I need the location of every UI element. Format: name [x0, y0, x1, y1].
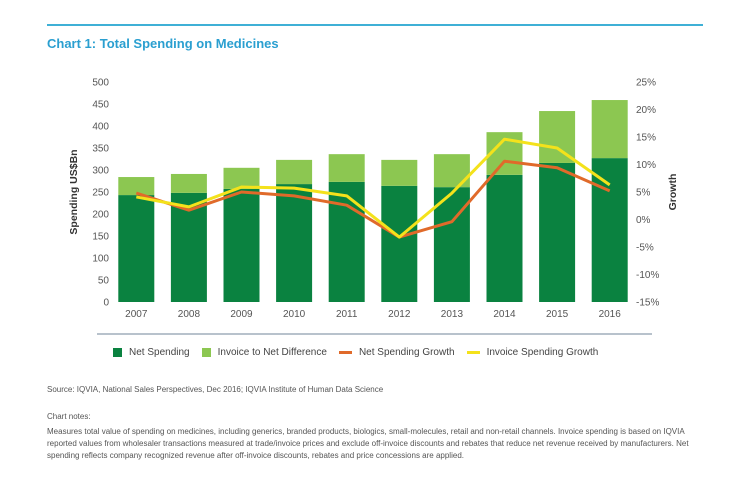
y-tick-label: 450 [92, 100, 109, 111]
y-tick-label: 350 [92, 144, 109, 155]
y2-tick-label: -15% [636, 298, 659, 309]
chart-title: Chart 1: Total Spending on Medicines [47, 36, 279, 51]
bar-net-spending-2010 [276, 184, 313, 302]
y2-tick-label: 15% [636, 133, 656, 144]
bar-net-spending-2012 [381, 185, 418, 302]
bar-net-spending-2014 [486, 174, 523, 302]
x-tick-label: 2008 [178, 309, 201, 320]
y-tick-label: 150 [92, 232, 109, 243]
source-note: Source: IQVIA, National Sales Perspectiv… [47, 385, 384, 394]
y-tick-label: 250 [92, 188, 109, 199]
bar-net-spending-2016 [591, 158, 628, 302]
line-invoice-spending-growth [136, 137, 611, 239]
bar-invoice-to-net-difference-2016 [591, 100, 628, 159]
y-tick-label: 100 [92, 254, 109, 265]
top-rule [47, 24, 703, 26]
x-tick-label: 2007 [125, 309, 148, 320]
y2-tick-label: 25% [636, 78, 656, 89]
y-axis-ticks: 0 50 100 150 200 250 300 350 400 450 500 [92, 78, 109, 309]
bars [118, 100, 628, 302]
bar-net-spending-2011 [328, 181, 365, 302]
y2-tick-label: 10% [636, 160, 656, 171]
invoice-difference-swatch [201, 348, 211, 357]
bar-invoice-to-net-difference-2009 [223, 167, 260, 189]
x-tick-label: 2011 [336, 309, 358, 320]
y-axis-title: Spending US$Bn [68, 149, 80, 234]
x-tick-label: 2010 [283, 309, 306, 320]
bar-invoice-to-net-difference-2011 [328, 154, 365, 182]
legend: Net Spending Invoice to Net Difference N… [113, 347, 610, 358]
x-tick-label: 2015 [546, 309, 569, 320]
legend-label: Net Spending [129, 347, 190, 358]
y2-axis-title: Growth [667, 174, 679, 211]
x-tick-label: 2014 [493, 309, 516, 320]
legend-label: Invoice Spending Growth [486, 347, 599, 358]
x-tick-label: 2016 [599, 309, 622, 320]
legend-item-net-growth: Net Spending Growth [338, 347, 455, 358]
growth-lines [135, 137, 611, 239]
bar-invoice-to-net-difference-2010 [276, 159, 313, 185]
net-growth-line-swatch [338, 351, 352, 354]
legend-label: Net Spending Growth [358, 347, 455, 358]
bar-invoice-to-net-difference-2007 [118, 177, 155, 196]
bar-invoice-to-net-difference-2012 [381, 159, 418, 186]
net-spending-swatch [113, 348, 122, 357]
x-tick-label: 2012 [388, 309, 411, 320]
y2-tick-label: -10% [636, 270, 659, 281]
bar-invoice-to-net-difference-2008 [170, 173, 207, 193]
y2-tick-label: 5% [636, 188, 651, 199]
bar-net-spending-2015 [539, 162, 576, 302]
x-axis-ticks: 2007 2008 2009 2010 2011 2012 2013 2014 2015 2016 [125, 309, 621, 320]
chart-notes-heading: Chart notes: [47, 412, 91, 421]
legend-item-net-spending: Net Spending [113, 347, 190, 358]
y2-tick-label: 20% [636, 105, 656, 116]
bar-invoice-to-net-difference-2015 [539, 111, 576, 163]
y-tick-label: 400 [92, 122, 109, 133]
y-tick-label: 0 [103, 298, 109, 309]
bar-net-spending-2007 [118, 195, 155, 302]
y2-tick-label: 0% [636, 215, 651, 226]
y-tick-label: 200 [92, 210, 109, 221]
legend-label: Invoice to Net Difference [217, 347, 327, 358]
x-tick-label: 2013 [441, 309, 464, 320]
bar-net-spending-2009 [223, 188, 260, 302]
x-tick-label: 2009 [230, 309, 253, 320]
line-net-spending-growth [135, 159, 611, 239]
y-tick-label: 300 [92, 166, 109, 177]
y2-axis-ticks: -15% -10% -5% 0% 5% 10% 15% 20% 25% [636, 78, 659, 309]
chart-notes: Measures total value of spending on medi… [47, 427, 689, 460]
invoice-growth-line-swatch [466, 351, 480, 354]
legend-item-invoice-growth: Invoice Spending Growth [466, 347, 599, 358]
legend-divider [97, 333, 652, 335]
legend-item-invoice-difference: Invoice to Net Difference [201, 347, 327, 358]
y-tick-label: 500 [92, 78, 109, 89]
y-tick-label: 50 [98, 276, 110, 287]
y2-tick-label: -5% [636, 243, 654, 254]
